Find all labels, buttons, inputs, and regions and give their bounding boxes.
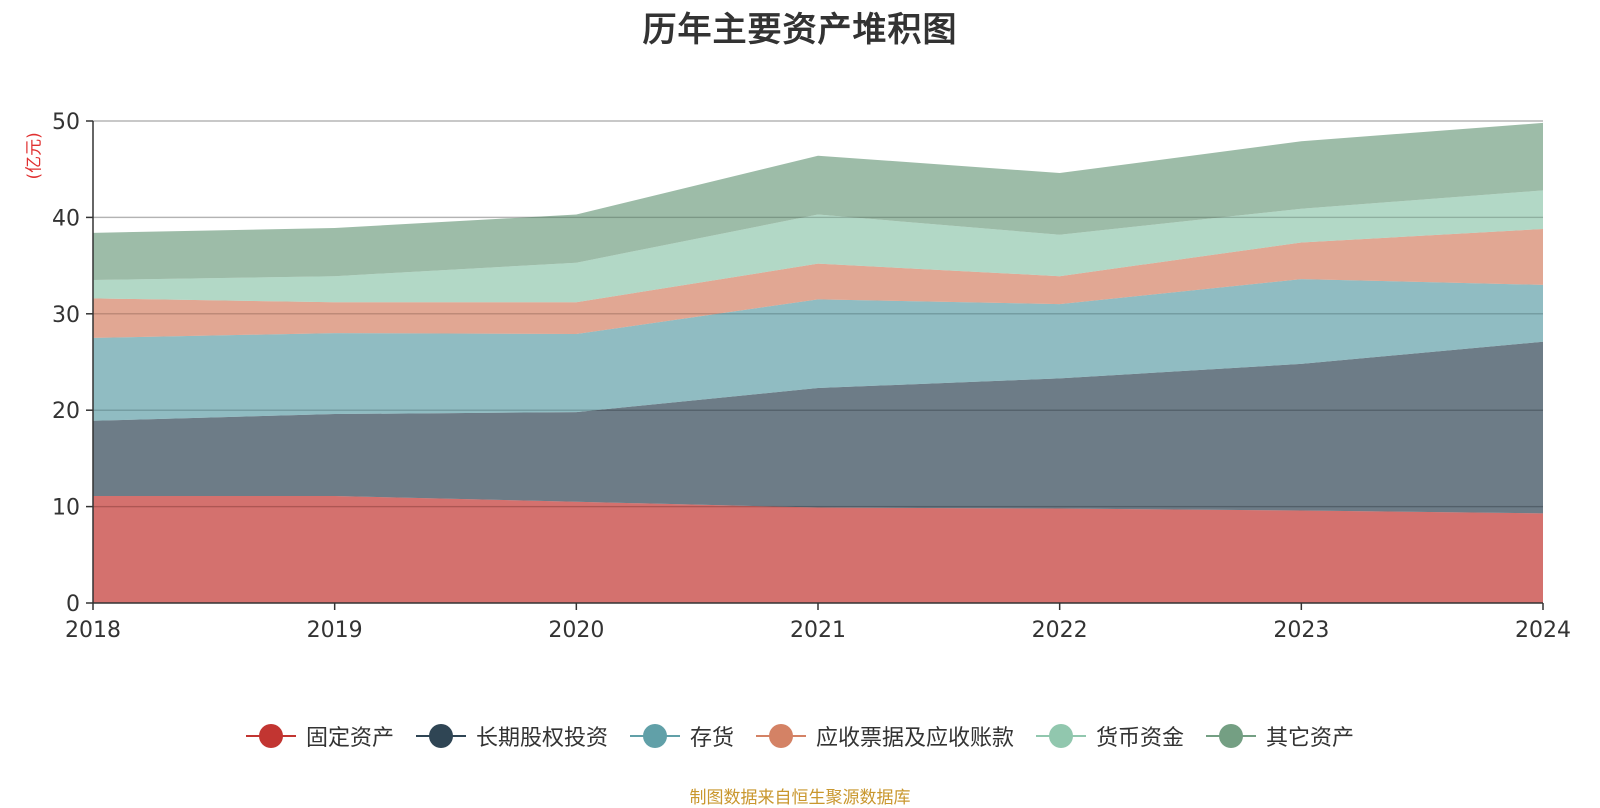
legend-marker-icon (245, 724, 296, 748)
legend-label: 存货 (689, 726, 734, 751)
legend-marker-icon (629, 724, 680, 748)
y-tick-label: 30 (52, 303, 80, 328)
legend-item-5[interactable]: 货币资金 (1036, 720, 1184, 752)
x-tick-label: 2020 (548, 618, 604, 643)
legend-marker-icon (1206, 724, 1257, 748)
axes: 0 10 20 30 40 50 2018 2019 2020 2021 2022 2023 2024 (52, 110, 1571, 643)
y-tick-label: 0 (66, 592, 80, 617)
legend-item-2[interactable]: 长期股权投资 (415, 720, 608, 752)
y-tick-label: 40 (52, 206, 80, 231)
legend-label: 长期股权投资 (475, 726, 608, 751)
area-series-4[interactable] (93, 228, 1543, 338)
legend-marker-icon (415, 724, 466, 748)
y-tick-label: 50 (52, 110, 80, 135)
legend-item-6[interactable]: 其它资产 (1206, 720, 1354, 752)
y-tick-label: 20 (52, 399, 80, 424)
source-note: 制图数据来自恒生聚源数据库 (689, 788, 911, 808)
legend-label: 其它资产 (1266, 726, 1355, 751)
legend-item-3[interactable]: 存货 (629, 720, 734, 752)
legend-label: 应收票据及应收账款 (816, 726, 1015, 751)
x-tick-label: 2023 (1273, 618, 1329, 643)
x-tick-label: 2021 (790, 618, 846, 643)
area-series-6[interactable] (93, 122, 1543, 281)
legend: 固定资产 长期股权投资 存货 应收票据及应收账款 货币资金 其它资产 (0, 720, 1600, 752)
x-tick-label: 2022 (1032, 618, 1088, 643)
x-tick-label: 2024 (1515, 618, 1571, 643)
legend-item-4[interactable]: 应收票据及应收账款 (756, 720, 1014, 752)
y-tick-label: 10 (52, 496, 80, 521)
area-series-1[interactable] (93, 496, 1543, 603)
legend-label: 固定资产 (305, 726, 394, 751)
legend-marker-icon (1036, 724, 1087, 748)
legend-label: 货币资金 (1096, 726, 1185, 751)
area-series-3[interactable] (93, 279, 1543, 421)
chart-title: 历年主要资产堆积图 (642, 10, 958, 50)
legend-item-1[interactable]: 固定资产 (245, 720, 394, 752)
area-series (93, 120, 1543, 603)
x-tick-label: 2019 (307, 618, 363, 643)
x-tick-label: 2018 (65, 618, 121, 643)
area-series-5[interactable] (93, 190, 1543, 303)
legend-marker-icon (756, 724, 806, 748)
area-series-2[interactable] (93, 341, 1543, 514)
